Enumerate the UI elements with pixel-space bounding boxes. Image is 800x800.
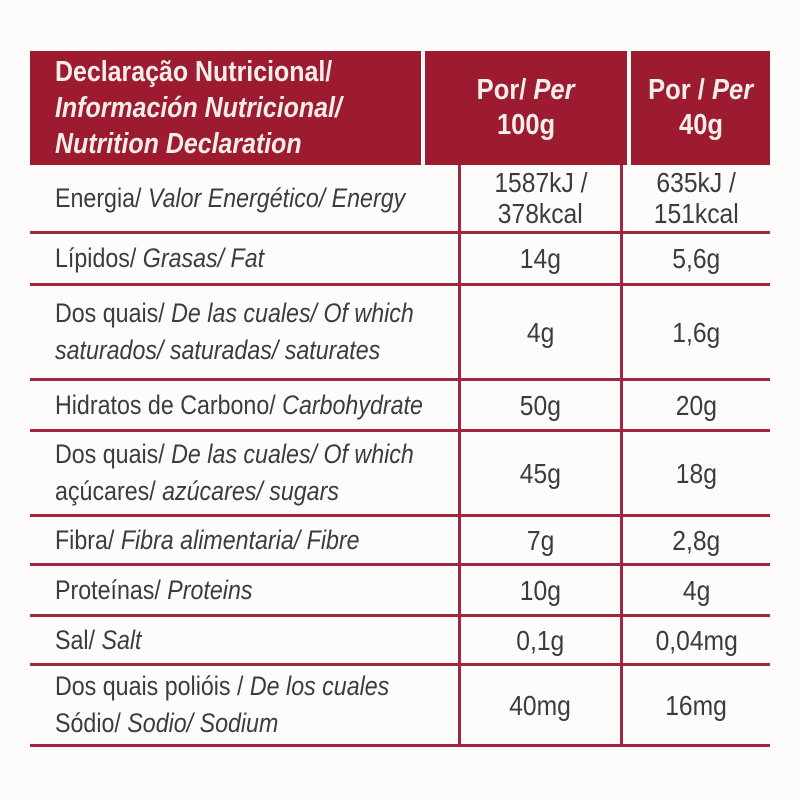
row-label: Energia/ Valor Energético/ Energy [30, 165, 458, 234]
nutrition-table: Declaração Nutricional/ Información Nutr… [30, 51, 770, 747]
table-body: Energia/ Valor Energético/ Energy 1587kJ… [30, 165, 770, 747]
row-label: Hidratos de Carbono/ Carbohydrate [30, 381, 458, 432]
value-per-40g: 1,6g [620, 286, 770, 381]
per-100g-label: Por/ [477, 74, 527, 106]
value-per-40g: 16mg [620, 666, 770, 747]
row-label: Dos quais/ De las cuales/ Of which satur… [30, 286, 458, 381]
value-per-100g: 50g [458, 381, 620, 432]
table-header: Declaração Nutricional/ Información Nutr… [30, 51, 770, 165]
value-per-40g: 20g [620, 381, 770, 432]
per-100g-label-italic: Per [533, 74, 575, 106]
per-40g-amount: 40g [678, 109, 723, 141]
header-title-line-pt: Declaração Nutricional/ [55, 56, 333, 88]
column-header-per-100g: Por/ Per 100g [425, 51, 627, 165]
column-header-per-40g: Por / Per 40g [631, 51, 770, 165]
row-label: Proteínas/ Proteins [30, 566, 458, 617]
per-40g-label: Por / [648, 74, 705, 106]
value-per-100g: 0,1g [458, 617, 620, 666]
value-per-40g: 18g [620, 432, 770, 517]
value-per-40g: 0,04mg [620, 617, 770, 666]
value-per-40g: 2,8g [620, 517, 770, 566]
value-per-40g: 4g [620, 566, 770, 617]
value-per-100g: 7g [458, 517, 620, 566]
header-title-line-es: Información Nutricional/ [55, 92, 342, 124]
value-per-100g: 40mg [458, 666, 620, 747]
value-per-40g: 5,6g [620, 234, 770, 286]
value-per-100g: 4g [458, 286, 620, 381]
header-title: Declaração Nutricional/ Información Nutr… [30, 51, 421, 165]
row-label: Fibra/ Fibra alimentaria/ Fibre [30, 517, 458, 566]
value-per-100g: 10g [458, 566, 620, 617]
per-100g-amount: 100g [496, 109, 556, 141]
per-40g-label-italic: Per [711, 74, 753, 106]
row-label: Sal/ Salt [30, 617, 458, 666]
row-label: Dos quais polióis / De los cuales Sódio/… [30, 666, 458, 747]
value-per-100g: 14g [458, 234, 620, 286]
value-per-100g: 1587kJ / 378kcal [458, 165, 620, 234]
row-label: Dos quais/ De las cuales/ Of which açúca… [30, 432, 458, 517]
value-per-100g: 45g [458, 432, 620, 517]
value-per-40g: 635kJ / 151kcal [620, 165, 770, 234]
header-title-line-en: Nutrition Declaration [55, 128, 302, 160]
row-label: Lípidos/ Grasas/ Fat [30, 234, 458, 286]
